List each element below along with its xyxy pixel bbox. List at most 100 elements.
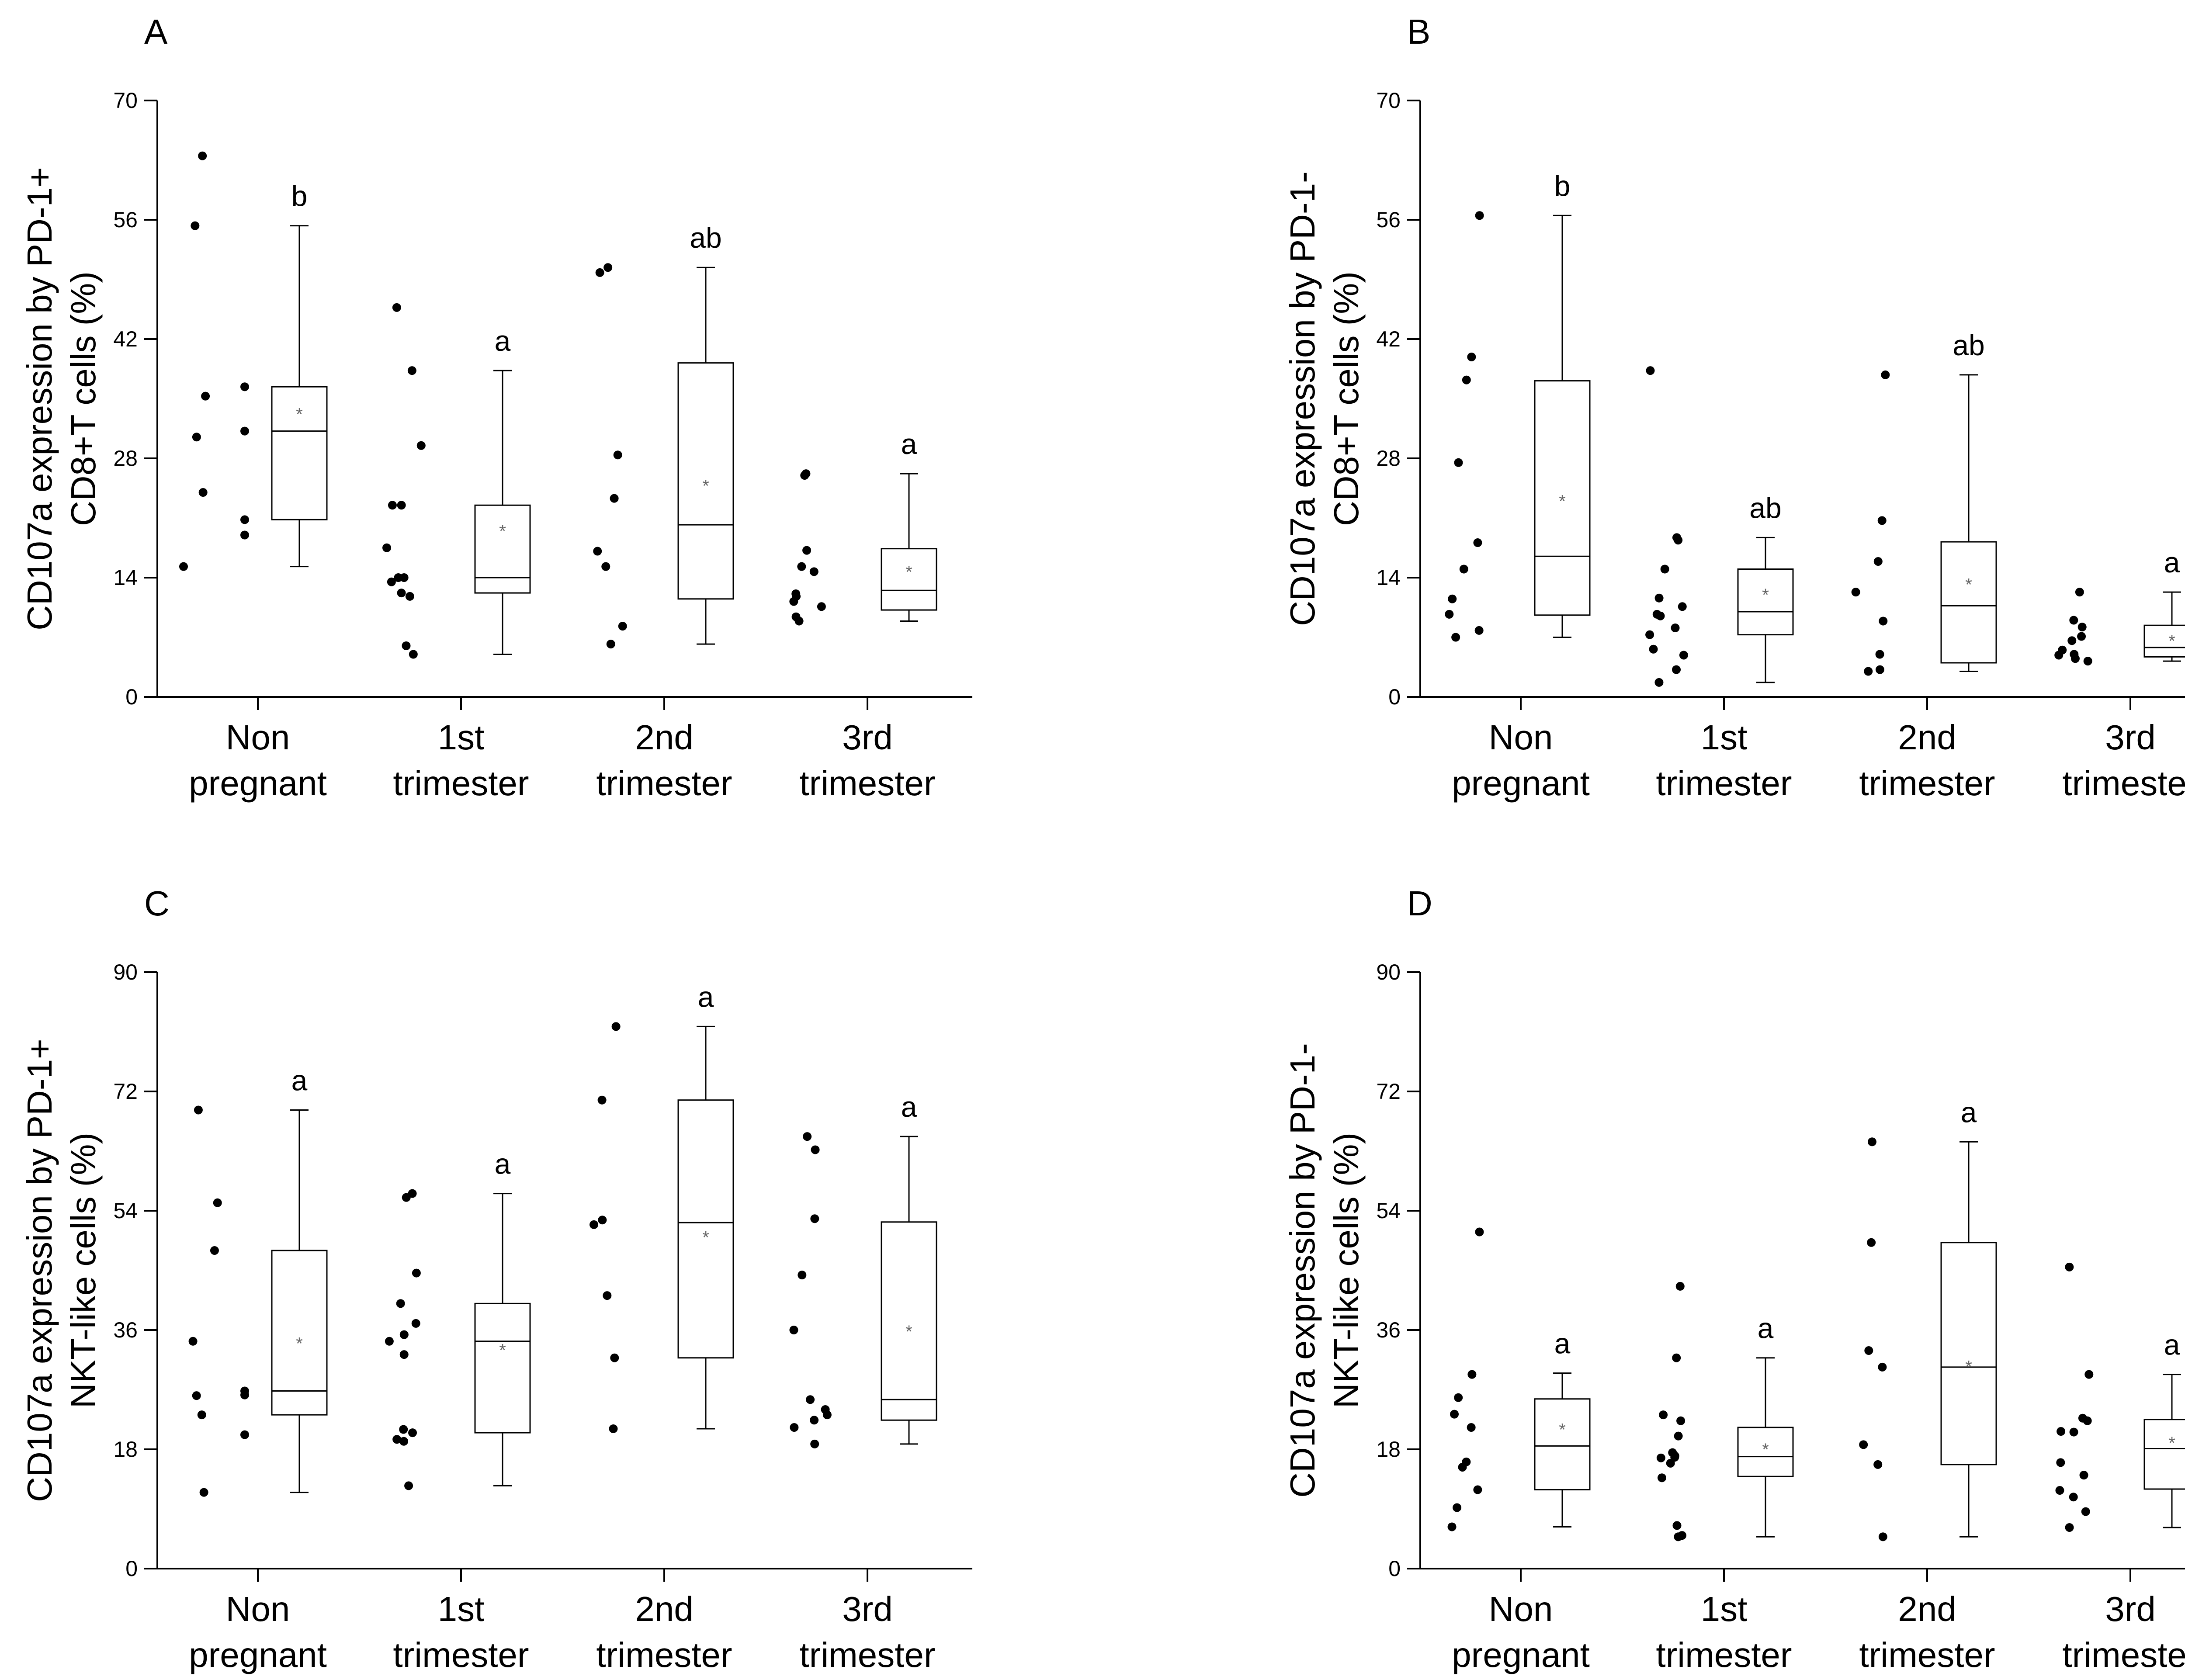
x-category-label: trimester [596, 764, 732, 803]
significance-letter: a [495, 325, 511, 357]
x-category-label: pregnant [1452, 1635, 1590, 1674]
y-tick-label: 56 [1376, 208, 1401, 232]
data-point [801, 469, 811, 478]
significance-letter: b [1554, 170, 1571, 202]
data-point [798, 1271, 807, 1280]
data-point [416, 441, 426, 450]
group: *a [385, 1148, 531, 1490]
group: * ab [1851, 329, 1997, 676]
data-point [1875, 650, 1884, 659]
mean-marker: * [1965, 1357, 1972, 1376]
group: *a [382, 303, 531, 659]
significance-letter: a [2164, 546, 2180, 578]
x-category-label: pregnant [1452, 764, 1590, 803]
box [1737, 1427, 1794, 1477]
y-tick-label: 54 [113, 1199, 138, 1223]
group: *a [1656, 1282, 1794, 1541]
data-point [1454, 1393, 1463, 1402]
data-point [399, 573, 409, 582]
data-point [1475, 1227, 1484, 1237]
data-point [2081, 1507, 2090, 1516]
y-tick-label: 0 [1388, 685, 1401, 709]
group: *b [1445, 170, 1591, 642]
data-point [1448, 594, 1457, 603]
data-point [1672, 665, 1681, 674]
data-point [385, 1337, 394, 1346]
data-point [1660, 565, 1669, 574]
box [474, 504, 531, 594]
panel-d: D 0 18 36 54 72 90 Non pregnant 1st trimester 2nd tr… [1283, 884, 2185, 1674]
significance-letter: a [1961, 1096, 1977, 1128]
data-point [392, 1435, 402, 1444]
significance-letter: a [698, 980, 714, 1013]
y-axis-title: CD107a expression by PD-1+ [20, 1039, 59, 1502]
data-point [397, 501, 406, 510]
data-point [199, 1488, 208, 1497]
data-point [613, 450, 622, 460]
box [271, 1250, 328, 1416]
mean-marker: * [1559, 492, 1566, 511]
data-point [2084, 1370, 2094, 1379]
group: *a [1447, 1227, 1591, 1531]
data-point [1657, 1473, 1666, 1483]
data-point [2077, 632, 2086, 641]
x-category-label: Non [1489, 718, 1553, 757]
x-category-label: 1st [438, 1590, 485, 1628]
panel-a: A 0 14 28 42 56 70 Non pregnant 1st trimester 2nd tr… [20, 12, 972, 803]
x-category-label: Non [226, 718, 290, 757]
x-category-label: trimester [596, 1635, 732, 1674]
data-point [240, 1430, 249, 1439]
panel-letter: A [144, 12, 168, 51]
data-point [810, 1416, 819, 1425]
y-tick-label: 14 [113, 565, 138, 590]
data-point [802, 546, 812, 555]
box [474, 1302, 531, 1434]
x-category-label: 2nd [1898, 718, 1956, 757]
data-point [1474, 626, 1484, 635]
y-tick-label: 42 [113, 327, 138, 351]
data-point [609, 1424, 618, 1433]
data-point [803, 1132, 812, 1141]
data-point [593, 547, 602, 556]
data-point [2075, 588, 2084, 597]
data-point [240, 515, 249, 524]
x-category-label: 2nd [635, 718, 693, 757]
data-point [811, 1145, 820, 1154]
data-point [2067, 636, 2077, 645]
data-point [2078, 1413, 2087, 1423]
data-point [2079, 1471, 2088, 1480]
data-point [1445, 610, 1454, 619]
data-point [1467, 352, 1476, 361]
x-category-label: Non [226, 1590, 290, 1628]
data-point [1671, 624, 1680, 633]
data-point [1646, 366, 1655, 375]
data-point [407, 366, 416, 375]
data-point [797, 562, 806, 571]
data-point [210, 1246, 219, 1255]
data-point [399, 1330, 409, 1339]
mean-marker: * [1762, 1440, 1769, 1459]
mean-marker: * [702, 476, 709, 495]
x-category-label: trimester [2062, 1635, 2185, 1674]
y-axis-title: CD8+T cells (%) [64, 271, 103, 526]
x-category-label: 1st [438, 718, 485, 757]
significance-letter: ab [1749, 492, 1781, 524]
significance-letter: b [291, 180, 308, 212]
data-point [1459, 565, 1468, 574]
x-category-label: trimester [1656, 1635, 1792, 1674]
data-point [1656, 1453, 1665, 1462]
y-axis-title: CD107a expression by PD-1- [1283, 171, 1322, 626]
data-point [595, 268, 604, 277]
data-point [2065, 1262, 2074, 1271]
significance-letter: a [1758, 1312, 1774, 1344]
y-axis-title: NKT-like cells (%) [1327, 1133, 1366, 1408]
data-point [1877, 516, 1887, 525]
box [677, 1099, 734, 1359]
data-point [1652, 610, 1661, 619]
data-point [2065, 1523, 2074, 1532]
data-point [1462, 375, 1471, 384]
box [881, 1221, 937, 1421]
data-point [1881, 370, 1890, 379]
x-category-label: trimester [2062, 764, 2185, 803]
